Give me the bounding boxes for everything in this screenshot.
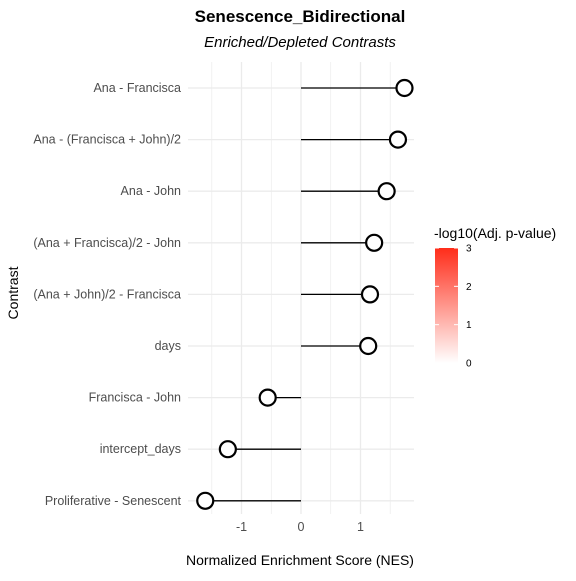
legend-tick-label: 3 <box>466 244 472 255</box>
lollipop-points <box>196 78 414 510</box>
y-tick-label: days <box>155 339 181 353</box>
y-tick-label: (Ana + Francisca)/2 - John <box>33 236 181 250</box>
legend-tick-label: 1 <box>466 320 472 331</box>
y-tick-label: intercept_days <box>100 442 181 456</box>
x-tick-label: 0 <box>298 520 305 534</box>
y-tick-label: Francisca - John <box>89 391 181 405</box>
lollipop-point <box>377 182 396 201</box>
legend-ticks: 0 1 2 3 <box>435 244 472 370</box>
x-axis-title: Normalized Enrichment Score (NES) <box>186 552 414 568</box>
x-tick-label: -1 <box>236 520 247 534</box>
x-tick-labels: -1 0 1 <box>236 520 364 534</box>
chart-subtitle: Enriched/Depleted Contrasts <box>204 34 396 51</box>
y-tick-labels: Ana - Francisca Ana - (Francisca + John)/… <box>33 81 181 508</box>
legend-title: -log10(Adj. p-value) <box>434 225 556 241</box>
x-tick-label: 1 <box>357 520 364 534</box>
legend-tick-label: 0 <box>466 359 472 370</box>
y-axis-title: Contrast <box>5 266 21 319</box>
lollipop-point <box>388 130 408 149</box>
chart-title: Senescence_Bidirectional <box>195 7 406 26</box>
y-tick-label: Ana - Francisca <box>93 81 181 95</box>
y-tick-label: Ana - John <box>121 184 182 198</box>
lollipop-point <box>359 336 378 356</box>
lollipop-point <box>360 285 380 304</box>
y-tick-label: (Ana + John)/2 - Francisca <box>33 287 181 301</box>
lollipop-point <box>365 233 384 252</box>
legend-tick-label: 2 <box>466 282 472 293</box>
lollipop-point <box>218 440 237 459</box>
y-tick-label: Proliferative - Senescent <box>45 494 182 508</box>
color-legend: -log10(Adj. p-value) 0 1 2 3 <box>434 225 556 370</box>
lollipop-point <box>196 491 215 510</box>
lollipop-point <box>395 78 414 98</box>
legend-colorbar <box>435 248 458 363</box>
lollipop-point <box>258 388 277 407</box>
y-tick-label: Ana - (Francisca + John)/2 <box>33 133 181 147</box>
